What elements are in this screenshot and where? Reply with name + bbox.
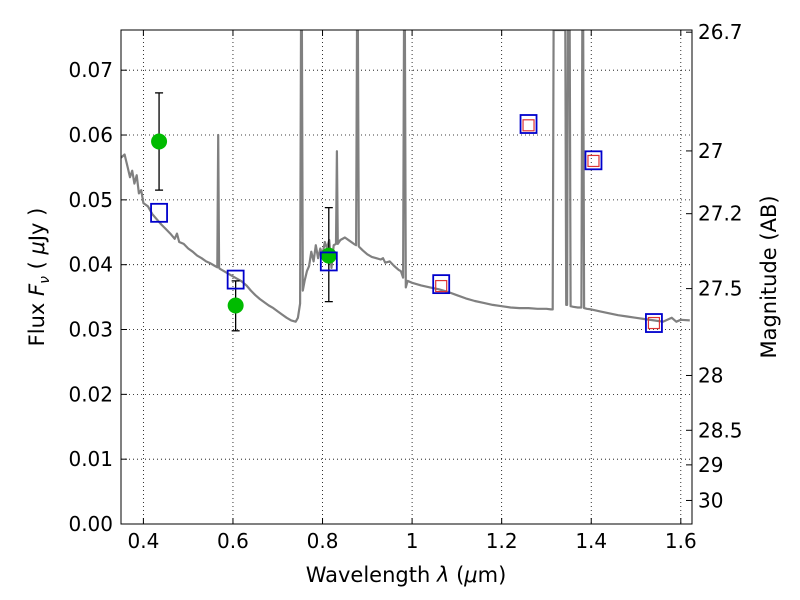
mag-tick-label: 26.7 [698, 20, 743, 44]
model-point [645, 313, 663, 333]
y-axis-title: Flux Fν ( μJy ) [25, 208, 53, 347]
y-tick-label: 0.00 [68, 512, 113, 536]
observed-point [151, 133, 168, 150]
spectrum-line [121, 30, 690, 323]
model-point-inner [435, 279, 448, 293]
mag-tick-label: 27.5 [698, 277, 743, 301]
model-point [150, 202, 168, 223]
x-tick-label: 1.2 [486, 529, 518, 553]
model-point-inner [647, 316, 661, 330]
model-point-inner [587, 154, 600, 168]
y-tick-label: 0.03 [68, 318, 113, 342]
tick-layer: 0.4 0.6 0.8 1 1.2 1.4 1.6 0.00 0.01 0.02 0.03 0.04 0… [68, 20, 742, 553]
mag-tick-label: 28 [698, 363, 723, 387]
mag-tick-label: 27.2 [698, 202, 743, 226]
mag-tick-label: 30 [698, 488, 723, 512]
y-tick-label: 0.04 [68, 253, 113, 277]
x-tick-label: 1 [406, 529, 419, 553]
y-axis-right-title: Magnitude (AB) [757, 195, 781, 358]
plot-frame [120, 29, 693, 525]
observed-point [227, 297, 244, 314]
mag-tick-label: 28.5 [698, 418, 743, 442]
x-tick-label: 1.4 [575, 529, 607, 553]
model-point-inner [522, 119, 535, 132]
y-tick-label: 0.07 [68, 58, 113, 82]
y-tick-label: 0.02 [68, 382, 113, 406]
model-point [319, 251, 338, 272]
model-point [432, 274, 451, 295]
y-tick-label: 0.06 [68, 123, 113, 147]
mag-tick-label: 29 [698, 453, 723, 477]
model-point [584, 150, 603, 171]
model-point [519, 114, 538, 134]
mag-tick-label: 27 [698, 139, 723, 163]
x-tick-label: 0.4 [127, 529, 159, 553]
series-layer [121, 30, 690, 333]
x-axis-title: Wavelength λ (μm) [306, 563, 507, 587]
x-tick-label: 0.6 [217, 529, 249, 553]
observed-point [320, 247, 337, 264]
model-point [226, 269, 245, 290]
y-tick-label: 0.05 [68, 188, 113, 212]
x-tick-label: 0.8 [307, 529, 339, 553]
x-tick-label: 1.6 [665, 529, 697, 553]
y-tick-label: 0.01 [68, 447, 113, 471]
